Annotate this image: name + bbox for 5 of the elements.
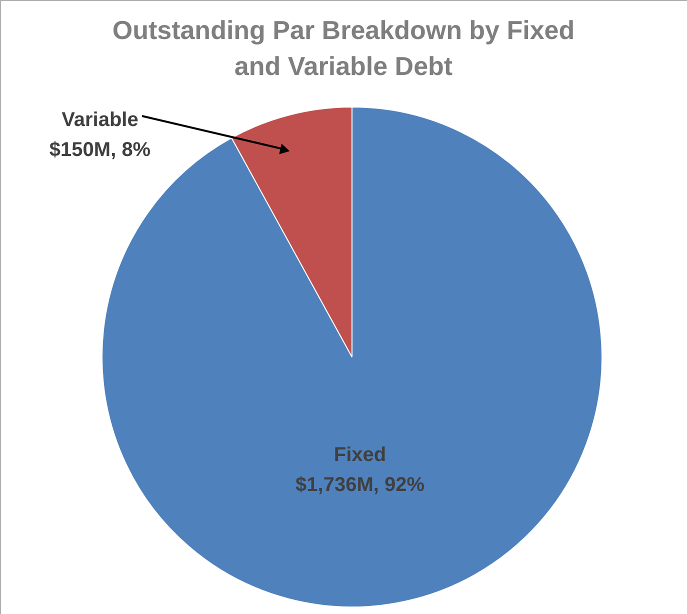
- slice-label: Variable: [62, 109, 138, 131]
- data-label: $150M, 8%: [49, 139, 151, 161]
- slice-label: Fixed: [334, 444, 386, 466]
- chart-title: Outstanding Par Breakdown by Fixed and Variable Debt: [112, 15, 575, 81]
- data-label: $1,736M, 92%: [296, 474, 425, 496]
